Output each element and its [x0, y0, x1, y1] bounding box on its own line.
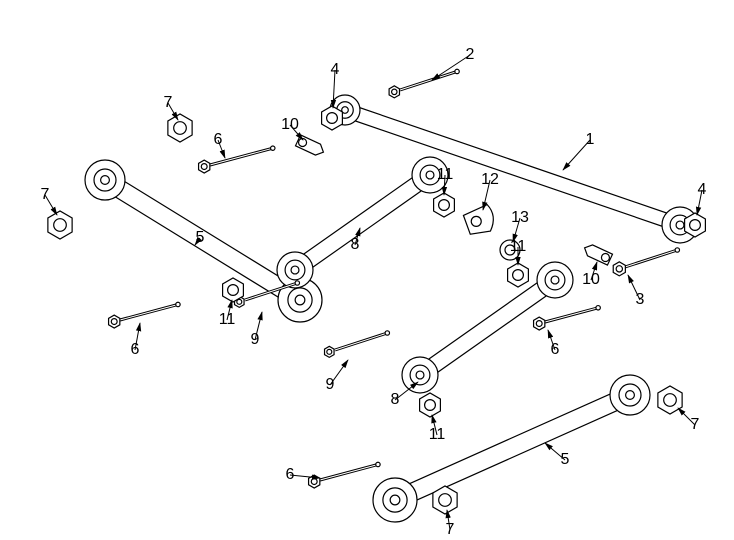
callout-6: 6 — [214, 131, 223, 149]
callout-13: 13 — [511, 209, 529, 227]
callout-7: 7 — [691, 416, 700, 434]
diagram-svg — [0, 0, 734, 540]
callout-6: 6 — [286, 466, 295, 484]
callout-9: 9 — [251, 331, 260, 349]
callout-8: 8 — [391, 391, 400, 409]
callout-11: 11 — [510, 238, 527, 256]
callout-2: 2 — [466, 46, 475, 64]
callout-10: 10 — [582, 271, 600, 289]
callout-3: 3 — [636, 291, 645, 309]
callout-1: 1 — [586, 131, 595, 149]
callout-11: 11 — [219, 311, 236, 329]
callout-4: 4 — [698, 181, 707, 199]
callout-9: 9 — [326, 376, 335, 394]
callout-8: 8 — [351, 236, 360, 254]
callout-7: 7 — [41, 186, 50, 204]
diagram-stage: 12344556666777788991010111111111213 — [0, 0, 734, 540]
callout-5: 5 — [196, 229, 205, 247]
callout-7: 7 — [446, 521, 455, 539]
callout-5: 5 — [561, 451, 570, 469]
callout-10: 10 — [281, 116, 299, 134]
callout-11: 11 — [437, 166, 454, 184]
callout-12: 12 — [481, 171, 499, 189]
callout-6: 6 — [131, 341, 140, 359]
callout-4: 4 — [331, 61, 340, 79]
callout-7: 7 — [164, 94, 173, 112]
callout-6: 6 — [551, 341, 560, 359]
callout-11: 11 — [429, 426, 446, 444]
